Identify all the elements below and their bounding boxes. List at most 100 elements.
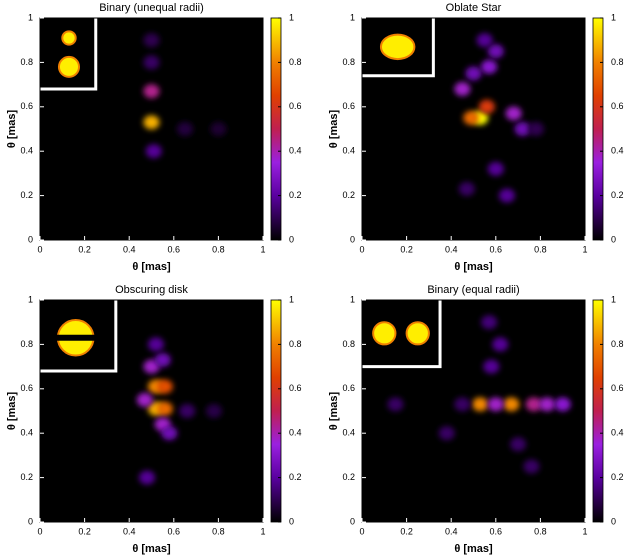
heatmap-blob <box>139 470 156 485</box>
model-inset <box>40 18 98 91</box>
heatmap-blob <box>205 404 222 418</box>
panel: 0 0.2 0.4 0.6 0.8 1 0 0.2 0.4 0.6 0.8 1 Obscuring di… <box>6 284 302 555</box>
y-tick-label: 1 <box>28 12 33 22</box>
heatmap-blob <box>487 397 504 412</box>
heatmap-blob <box>156 379 173 394</box>
y-tick-label: 0.2 <box>342 190 355 200</box>
x-tick-label: 0.2 <box>400 526 413 536</box>
colorbar-tick-label: 0.6 <box>611 101 624 111</box>
heatmap-blob <box>492 337 509 352</box>
heatmap-blob <box>438 426 455 441</box>
chart-title: Binary (unequal radii) <box>99 2 204 14</box>
heatmap-blob <box>483 359 500 374</box>
colorbar-tick-label: 0.2 <box>289 190 302 200</box>
y-axis-label: θ [mas] <box>6 109 18 148</box>
x-axis-label: θ [mas] <box>132 543 171 555</box>
x-tick-label: 0.8 <box>212 244 225 254</box>
colorbar-tick-label: 1 <box>289 12 294 22</box>
inset-border <box>40 18 98 91</box>
colorbar-tick-label: 0.4 <box>611 428 624 438</box>
heatmap-blob <box>503 397 520 412</box>
colorbar-tick-label: 0 <box>289 234 294 244</box>
colorbar <box>270 299 282 523</box>
x-tick-label: 0.8 <box>534 244 547 254</box>
heatmap-blob <box>143 84 160 99</box>
colorbar-tick-label: 1 <box>289 294 294 304</box>
model-inset <box>362 300 442 369</box>
colorbar-tick-label: 0.2 <box>611 190 624 200</box>
heatmap-blob <box>510 437 527 452</box>
colorbar-tick-label: 0.2 <box>611 472 624 482</box>
x-tick-label: 0.6 <box>168 526 181 536</box>
heatmap-blob <box>143 115 160 130</box>
heatmap-blob <box>210 122 227 136</box>
colorbar-tick-label: 0.6 <box>289 101 302 111</box>
heatmap-blob <box>147 337 164 352</box>
heatmap-blob <box>505 106 522 121</box>
colorbar-tick-label: 0.8 <box>611 339 624 349</box>
model-inset <box>362 18 435 78</box>
heatmap-blob <box>136 392 153 407</box>
plot-frame <box>39 17 264 241</box>
x-tick-label: 0.8 <box>212 526 225 536</box>
y-tick-label: 0.4 <box>20 428 33 438</box>
heatmap-blob <box>161 426 178 441</box>
panel: 0 0.2 0.4 0.6 0.8 1 0 0.2 0.4 0.6 0.8 1 Binary (uneq… <box>6 2 302 273</box>
x-axis-label: θ [mas] <box>454 543 493 555</box>
heatmap-blob <box>525 397 542 412</box>
plot-frame <box>361 17 586 241</box>
x-tick-label: 1 <box>582 526 587 536</box>
x-tick-label: 0.8 <box>534 526 547 536</box>
y-tick-label: 0 <box>350 234 355 244</box>
y-tick-label: 0.8 <box>20 339 33 349</box>
heatmap-image <box>362 18 544 203</box>
y-axis-label: θ [mas] <box>328 391 340 430</box>
heatmap-blob <box>487 44 504 59</box>
heatmap-blob <box>145 144 162 159</box>
heatmap-image <box>40 300 222 485</box>
y-tick-label: 0.8 <box>342 57 355 67</box>
colorbar-tick-label: 0 <box>611 516 616 526</box>
colorbar-tick-label: 0.2 <box>289 472 302 482</box>
colorbar-tick-label: 1 <box>611 12 616 22</box>
heatmap-blob <box>554 397 571 412</box>
x-tick-label: 0 <box>37 244 42 254</box>
heatmap-blob <box>487 161 504 176</box>
inset-border <box>362 18 435 78</box>
colorbar-tick-label: 0.6 <box>289 383 302 393</box>
heatmap-blob <box>478 99 495 114</box>
inset-border <box>40 300 118 373</box>
inset-background <box>40 18 96 90</box>
heatmap-blob <box>454 82 471 97</box>
colorbar-tick-label: 0 <box>289 516 294 526</box>
heatmap-image <box>362 300 571 474</box>
panel: 0 0.2 0.4 0.6 0.8 1 0 0.2 0.4 0.6 0.8 1 Binary (equa… <box>328 284 624 555</box>
colorbar-tick-label: 0.8 <box>289 339 302 349</box>
x-axis-label: θ [mas] <box>132 261 171 273</box>
y-tick-label: 0.2 <box>20 190 33 200</box>
heatmap-image <box>40 18 227 159</box>
obscuring-band <box>55 334 96 341</box>
x-tick-label: 0.4 <box>123 526 136 536</box>
y-tick-label: 1 <box>350 12 355 22</box>
heatmap-blob <box>143 359 160 374</box>
panel: 0 0.2 0.4 0.6 0.8 1 0 0.2 0.4 0.6 0.8 1 Oblate Star θ… <box>328 2 624 273</box>
heatmap-blob <box>143 55 160 70</box>
heatmap-blob <box>481 59 498 74</box>
model-shape <box>61 30 77 46</box>
colorbar-tick-label: 0.8 <box>611 57 624 67</box>
heatmap-blob <box>458 181 475 196</box>
y-tick-label: 1 <box>350 294 355 304</box>
heatmap-blob <box>498 188 515 203</box>
x-tick-label: 0.6 <box>490 526 503 536</box>
model-inset <box>40 300 118 373</box>
x-tick-label: 0.2 <box>400 244 413 254</box>
heatmap-blob <box>523 459 540 474</box>
chart-title: Oblate Star <box>446 2 502 14</box>
heatmap-blob <box>514 122 531 136</box>
x-tick-label: 0.4 <box>445 526 458 536</box>
x-tick-label: 0 <box>37 526 42 536</box>
colorbar <box>270 17 282 241</box>
heatmap-blob <box>481 315 498 330</box>
